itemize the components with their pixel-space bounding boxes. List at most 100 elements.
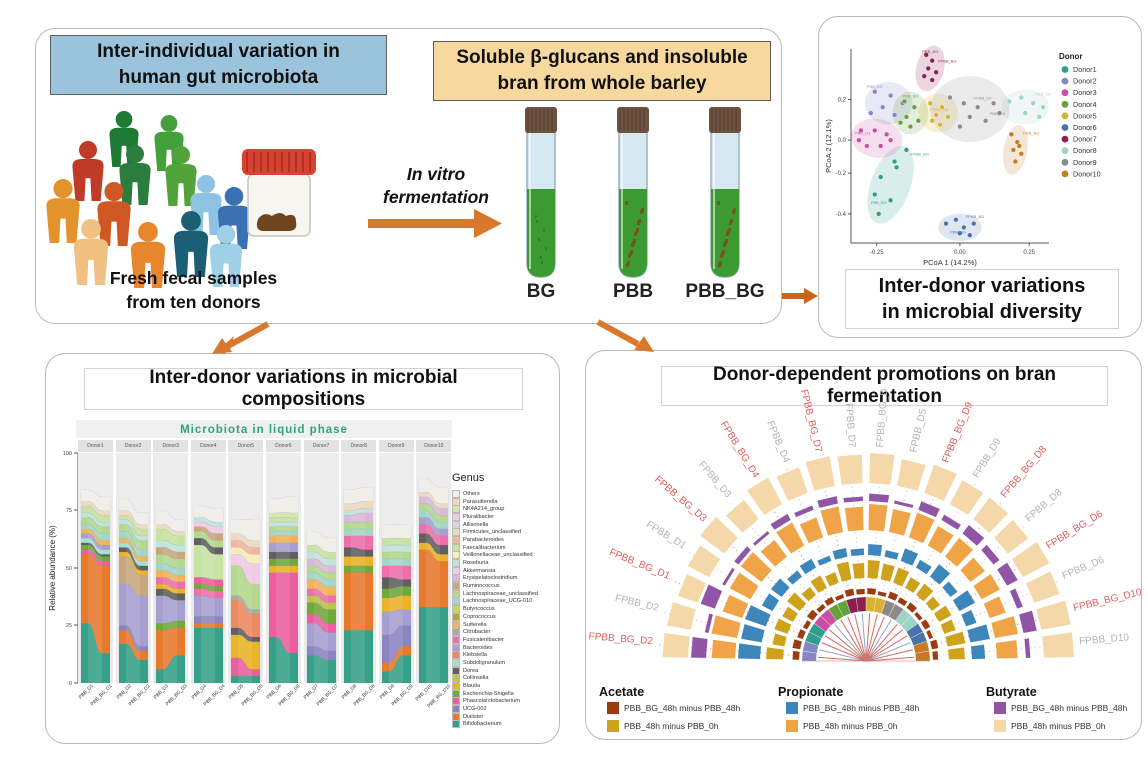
pcoa-point bbox=[933, 112, 939, 118]
facet-x-label: PBB_D2 bbox=[115, 684, 133, 701]
panel-study-design: Inter-individual variation in human gut … bbox=[35, 28, 782, 324]
genus-legend-item: Citrobacter bbox=[452, 628, 558, 637]
svg-text:FPBB_BG: FPBB_BG bbox=[910, 152, 928, 157]
fan-spoke-label: FPBB_D7 bbox=[843, 403, 857, 449]
facet-donor-label: Donor8 bbox=[341, 440, 377, 453]
svg-text:-0.4: -0.4 bbox=[836, 212, 847, 218]
pcoa-point bbox=[996, 110, 1003, 116]
invitro-label: In vitro fermentation bbox=[383, 164, 489, 207]
fan-spoke-label: FPBB_D5 bbox=[908, 407, 929, 453]
fan-legend-item: PBB_48h minus PBB_0h bbox=[786, 720, 898, 732]
pcoa-plot: 0.2 0.0 -0.2 -0.4 -0.25 0.00 0.25 PCoA 1 (14.2%… bbox=[824, 45, 1101, 267]
header-barley: Soluble β-glucans and insoluble bran fro… bbox=[433, 41, 771, 101]
fan-legend-header: Propionate bbox=[778, 685, 844, 699]
pcoa-point bbox=[893, 164, 900, 170]
pcoa-point bbox=[878, 174, 884, 180]
svg-text:FPBB_D9: FPBB_D9 bbox=[974, 95, 993, 100]
pcoa-point bbox=[933, 69, 939, 75]
pcoa-point bbox=[1018, 94, 1024, 101]
fan-chart: FPBB_BG_D2FPBB_D2FPBB_BG_D1FPBB_D1FPBB_B… bbox=[588, 389, 1141, 662]
pcoa-hull bbox=[851, 118, 903, 158]
fan-spoke-label: FPBB_D3 bbox=[696, 459, 734, 500]
genus-legend-item: Dialister bbox=[452, 712, 558, 721]
pcoa-point bbox=[891, 158, 898, 165]
composition-facet: Donor2 PBB_D2 PBB_BG_D2 bbox=[115, 440, 151, 727]
svg-text:0.25: 0.25 bbox=[1023, 250, 1035, 256]
fan-legend-item: PBB_BG_48h minus PBB_48h bbox=[994, 702, 1127, 714]
svg-text:FPBB_BG: FPBB_BG bbox=[938, 59, 956, 64]
study-graphics bbox=[46, 107, 741, 288]
pcoa-point bbox=[971, 221, 977, 227]
svg-text:FPBB_BG: FPBB_BG bbox=[966, 214, 984, 219]
facet-donor-label: Donor10 bbox=[416, 440, 452, 453]
genus-legend-item: Sutterella bbox=[452, 620, 558, 629]
pcoa-point bbox=[876, 211, 882, 217]
pcoa-point bbox=[903, 114, 910, 120]
svg-text:Donor3: Donor3 bbox=[1073, 88, 1097, 97]
fan-spoke-label: FPBB_D1 bbox=[644, 519, 688, 552]
person-icon bbox=[119, 145, 151, 205]
pcoa-point bbox=[925, 65, 931, 72]
donor-legend: Donor Donor1 Donor2 Donor3 Donor4 Donor5 Donor… bbox=[1059, 52, 1101, 178]
pcoa-point bbox=[872, 89, 878, 95]
pcoa-point bbox=[929, 118, 935, 124]
pcoa-point bbox=[864, 143, 870, 149]
person-icon bbox=[209, 225, 243, 287]
test-tube-icon bbox=[525, 107, 557, 278]
genus-legend-item: Pluralibacter bbox=[452, 512, 558, 521]
person-icon bbox=[73, 219, 109, 285]
facet-x-label: PBB_D3 bbox=[153, 684, 171, 701]
pcoa-point bbox=[929, 58, 935, 64]
svg-text:PBB_D3: PBB_D3 bbox=[855, 130, 871, 135]
svg-text:50: 50 bbox=[66, 566, 72, 572]
svg-text:Donor9: Donor9 bbox=[1073, 158, 1097, 167]
fan-spoke-label: FPBB_BG_D6 bbox=[1044, 508, 1105, 551]
pcoa-hull bbox=[930, 76, 1010, 143]
facet-donor-label: Donor1 bbox=[78, 440, 113, 453]
pcoa-point bbox=[921, 73, 927, 79]
pcoa-ylabel: PCoA 2 (12.1%) bbox=[824, 119, 833, 173]
fan-spoke-label: FPBB_BG_D10 bbox=[1072, 587, 1141, 614]
facet-donor-label: Donor3 bbox=[153, 440, 189, 453]
genus-legend-item: Roseburia bbox=[452, 559, 558, 568]
header-line2: human gut microbiota bbox=[118, 67, 319, 88]
pcoa-point bbox=[967, 114, 973, 120]
composition-facet: Donor8 PBB_D8 PBB_BG_D8 bbox=[341, 440, 377, 727]
svg-text:Donor5: Donor5 bbox=[1073, 111, 1097, 120]
fan-spoke-label: FPBB_D10 bbox=[1079, 632, 1130, 647]
composition-facets: Donor1 PBB_D1 PBB_BG_D1 Donor2 PBB_D2 PBB_BG_… bbox=[78, 440, 454, 727]
fan-spoke-label: FPBB_D4 bbox=[764, 419, 791, 465]
pcoa-point bbox=[953, 217, 959, 223]
pcoa-point bbox=[947, 94, 953, 101]
pcoa-point bbox=[1040, 104, 1046, 110]
svg-text:Donor10: Donor10 bbox=[1073, 169, 1101, 178]
person-icon bbox=[165, 146, 197, 206]
arrow-to-fan bbox=[596, 319, 654, 352]
pcoa-point bbox=[967, 232, 973, 238]
genus-legend: Genus Others Parasutterella NK4A214_group P… bbox=[452, 472, 558, 729]
genus-legend-item: Lachnospiraceae_unclassified bbox=[452, 589, 558, 598]
svg-text:Donor8: Donor8 bbox=[1073, 146, 1097, 155]
genus-legend-item: Veillonellaceae_unclassified bbox=[452, 551, 558, 560]
person-icon bbox=[173, 211, 209, 277]
pcoa-hull bbox=[867, 145, 914, 224]
facet-donor-label: Donor9 bbox=[378, 440, 414, 453]
pcoa-xlabel: PCoA 1 (14.2%) bbox=[923, 258, 977, 267]
panel-fan: Donor-dependent promotions on bran ferme… bbox=[585, 350, 1142, 740]
pcoa-point bbox=[961, 100, 967, 106]
pcoa-point bbox=[957, 230, 963, 236]
pcoa-point bbox=[891, 112, 898, 118]
genus-legend-item: Butyricoccus bbox=[452, 605, 558, 614]
tube-label-pbb: PBB bbox=[612, 281, 654, 302]
svg-text:PBB_BG: PBB_BG bbox=[871, 200, 887, 205]
svg-text:Donor1: Donor1 bbox=[1073, 65, 1097, 74]
genus-legend-item: Dorea bbox=[452, 666, 558, 675]
pcoa-point bbox=[943, 221, 949, 227]
fan-spoke-label: FPBB_BG_D7 bbox=[798, 389, 824, 454]
person-icon bbox=[72, 141, 104, 201]
genus-legend-item: Others bbox=[452, 489, 558, 498]
svg-text:75: 75 bbox=[66, 508, 72, 514]
genus-legend-item: Coprococcus bbox=[452, 612, 558, 621]
test-tube-icon bbox=[709, 107, 741, 278]
svg-text:0: 0 bbox=[69, 681, 72, 687]
